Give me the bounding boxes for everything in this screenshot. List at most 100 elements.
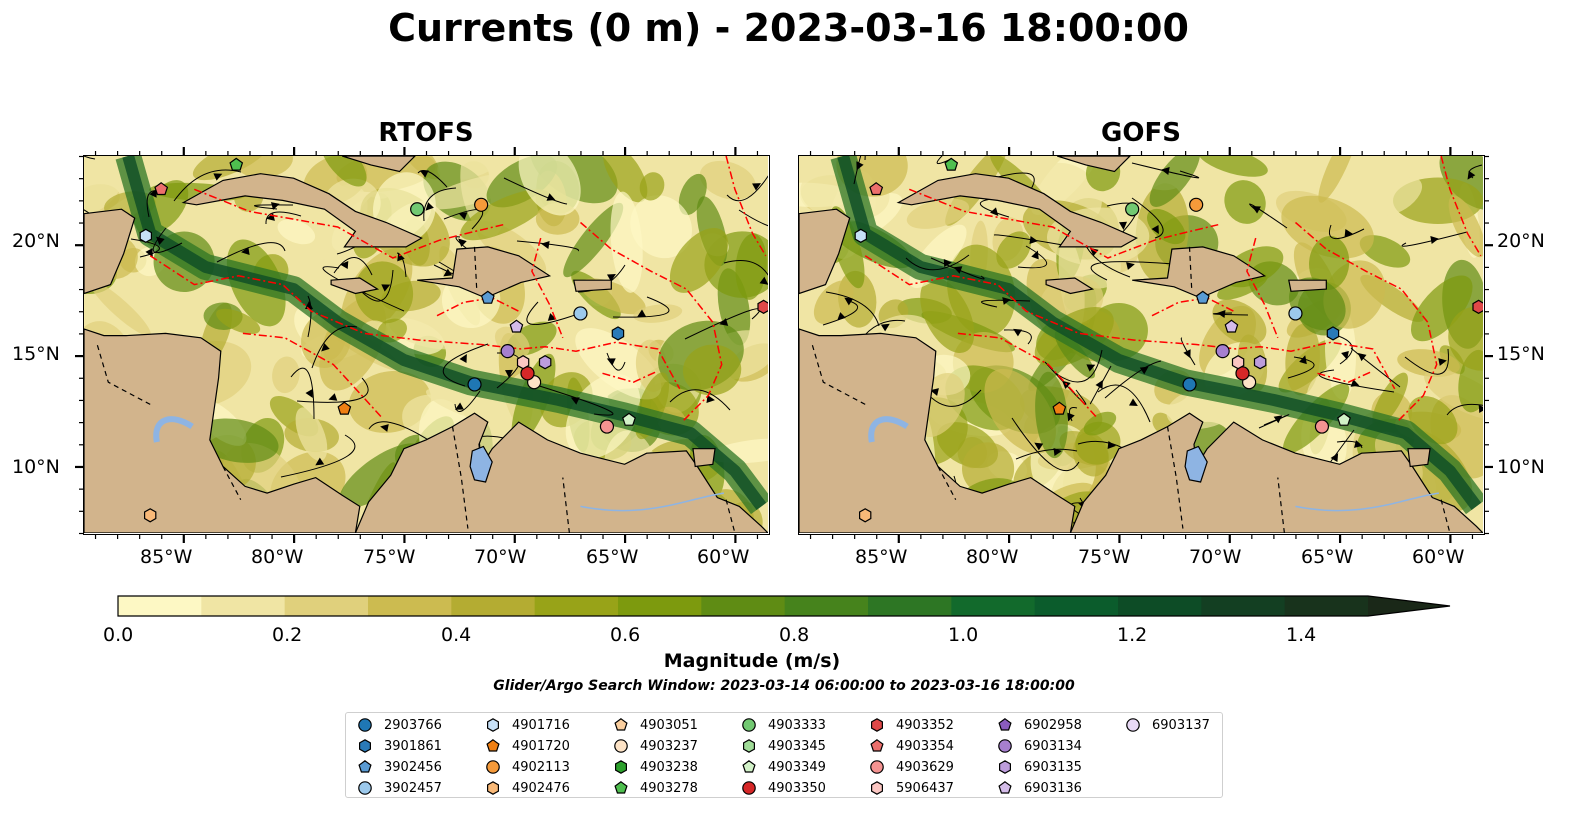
legend-item: 5906437 (868, 778, 954, 798)
legend-marker (742, 760, 756, 773)
rtofs-map-panel (83, 155, 770, 535)
country-borders (811, 246, 1451, 534)
lat-label-right: 10°N (1497, 456, 1545, 478)
search-window-label: Glider/Argo Search Window: 2023-03-14 06… (493, 678, 1075, 694)
legend-item: 4903349 (740, 757, 826, 777)
colorbar-segment (868, 596, 952, 616)
eez-boundaries (149, 156, 767, 423)
lon-label: 80°W (251, 546, 304, 568)
colorbar-segment (951, 596, 1036, 616)
legend-label: 6903136 (1024, 780, 1082, 796)
legend-label: 4903051 (640, 717, 698, 733)
legend-item: 4903352 (868, 715, 954, 735)
legend-item: 2903766 (356, 715, 442, 735)
legend-item: 6903135 (996, 757, 1082, 777)
float-rtofs-4901716 (139, 228, 153, 243)
legend-label: 3902456 (384, 759, 442, 775)
float-legend: 2903766 3901861 3902456 3902457 4901716 49017… (345, 712, 1223, 798)
legend-label: 4903333 (768, 717, 826, 733)
legend-item: 4903629 (868, 757, 954, 777)
legend-marker (870, 739, 884, 752)
float-gofs-4902476 (858, 508, 872, 523)
legend-label: 4903629 (896, 759, 954, 775)
colorbar-segment (368, 596, 452, 616)
legend-marker (998, 760, 1011, 774)
colorbar-tick: 1.4 (1286, 624, 1317, 646)
legend-marker (614, 781, 628, 794)
legend-label: 6903135 (1024, 759, 1082, 775)
legend-label: 3901861 (384, 738, 442, 754)
legend-marker (486, 718, 499, 732)
legend-item: 3902457 (356, 778, 442, 798)
legend-label: 4903349 (768, 759, 826, 775)
legend-item: 4903333 (740, 715, 826, 735)
legend-marker (614, 760, 627, 774)
float-rtofs-3902456 (480, 290, 495, 304)
legend-item: 4903354 (868, 736, 954, 756)
legend-item: 3902456 (356, 757, 442, 777)
float-gofs-3902457 (1288, 306, 1303, 321)
float-rtofs-4902476 (143, 508, 157, 523)
float-gofs-3902456 (1195, 290, 1210, 304)
legend-label: 4903352 (896, 717, 954, 733)
colorbar-tick: 0.8 (779, 624, 810, 646)
colorbar-segment (784, 596, 869, 616)
legend-item: 4902476 (484, 778, 570, 798)
eez-boundaries (864, 156, 1482, 423)
float-rtofs-4903333 (410, 202, 425, 217)
lat-label-right: 20°N (1497, 230, 1545, 252)
legend-marker (486, 760, 500, 774)
float-gofs-4903629 (1314, 419, 1330, 434)
legend-marker (358, 739, 371, 753)
gofs-map-panel (798, 155, 1485, 535)
land (799, 156, 1484, 534)
legend-marker (1126, 718, 1140, 732)
legend-item: 6903137 (1124, 715, 1210, 735)
colorbar-segment (451, 596, 536, 616)
legend-marker (614, 718, 628, 731)
legend-item: 4903237 (612, 736, 698, 756)
colorbar-tick: 0.4 (441, 624, 472, 646)
lon-label: 65°W (586, 546, 639, 568)
lon-label: 70°W (1189, 546, 1242, 568)
legend-label: 5906437 (896, 780, 954, 796)
colorbar-segment (118, 596, 202, 616)
float-rtofs-2903766 (467, 377, 482, 392)
legend-item: 4901716 (484, 715, 570, 735)
colorbar-segment (534, 596, 619, 616)
lon-label: 60°W (1412, 546, 1465, 568)
float-rtofs-6903135 (538, 355, 552, 370)
float-rtofs-4903278 (229, 157, 244, 171)
float-gofs-4901716 (854, 228, 868, 243)
lat-label-right: 15°N (1497, 343, 1545, 365)
lat-label-left: 15°N (12, 343, 60, 365)
rtofs-map-canvas (84, 156, 769, 534)
legend-label: 3902457 (384, 780, 442, 796)
colorbar-label: Magnitude (m/s) (663, 650, 841, 672)
legend-item: 4903278 (612, 778, 698, 798)
legend-item: 6902958 (996, 715, 1082, 735)
lon-label: 65°W (1301, 546, 1354, 568)
panel-title-rtofs: RTOFS (378, 118, 474, 148)
legend-label: 4903237 (640, 738, 698, 754)
float-rtofs-4902113 (474, 197, 489, 212)
legend-marker (614, 739, 628, 753)
float-rtofs-4903354 (154, 182, 169, 196)
legend-marker (870, 760, 884, 774)
country-borders (96, 246, 736, 534)
colorbar-segment (618, 596, 702, 616)
legend-label: 4903350 (768, 780, 826, 796)
float-rtofs-5906437 (516, 355, 530, 370)
lake-maracaibo (469, 445, 493, 483)
figure-title: Currents (0 m) - 2023-03-16 18:00:00 (388, 6, 1189, 50)
colorbar-segment (1201, 596, 1286, 616)
legend-item: 4903238 (612, 757, 698, 777)
lat-label-left: 10°N (12, 456, 60, 478)
legend-marker (742, 718, 756, 732)
float-gofs-5906437 (1231, 355, 1245, 370)
colorbar-extend-arrow (1368, 596, 1450, 616)
legend-marker (358, 760, 372, 773)
legend-label: 4902113 (512, 759, 570, 775)
float-gofs-6903136 (1224, 319, 1239, 333)
lon-label: 80°W (966, 546, 1019, 568)
